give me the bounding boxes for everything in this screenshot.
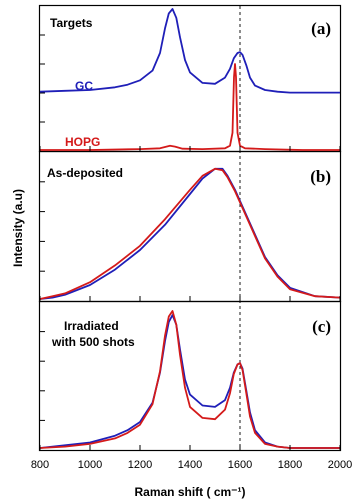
series-group xyxy=(39,8,341,449)
panel-c-title-line-1: Irradiated xyxy=(64,319,119,333)
panel-c-letter: (c) xyxy=(312,317,331,336)
x-tick-label: 1400 xyxy=(178,459,202,471)
panel-b-blue-spectrum-line xyxy=(39,167,341,300)
x-tick-label: 2000 xyxy=(328,459,352,471)
x-tick-label: 1800 xyxy=(278,459,302,471)
panel-b-title: As-deposited xyxy=(47,166,123,180)
y-axis-title: Intensity (a.u) xyxy=(11,189,25,267)
panel-a-title: Targets xyxy=(50,16,93,30)
panel-a-blue-spectrum-line xyxy=(39,8,340,94)
x-tick-label: 1600 xyxy=(228,459,252,471)
series-label-gc: GC xyxy=(75,79,93,93)
x-tick-label: 800 xyxy=(31,459,49,471)
panel-c-red-spectrum-line xyxy=(39,310,340,449)
x-axis-ticks: 800 1000 1200 1400 1600 1800 2000 xyxy=(31,146,352,471)
panel-b-letter: (b) xyxy=(310,167,331,186)
panel-a-letter: (a) xyxy=(311,19,331,38)
y-tick-marks xyxy=(40,34,45,421)
x-tick-label: 1200 xyxy=(128,459,152,471)
x-tick-label: 1000 xyxy=(78,459,102,471)
x-axis-title: Raman shift ( cm⁻¹) xyxy=(134,485,245,499)
panel-c-frame xyxy=(38,300,342,452)
panel-a-red-spectrum-line xyxy=(40,63,340,151)
series-label-hopg: HOPG xyxy=(65,135,100,149)
panel-b-red-spectrum-line xyxy=(39,167,341,300)
panel-c-title-line-2: with 500 shots xyxy=(51,335,135,349)
